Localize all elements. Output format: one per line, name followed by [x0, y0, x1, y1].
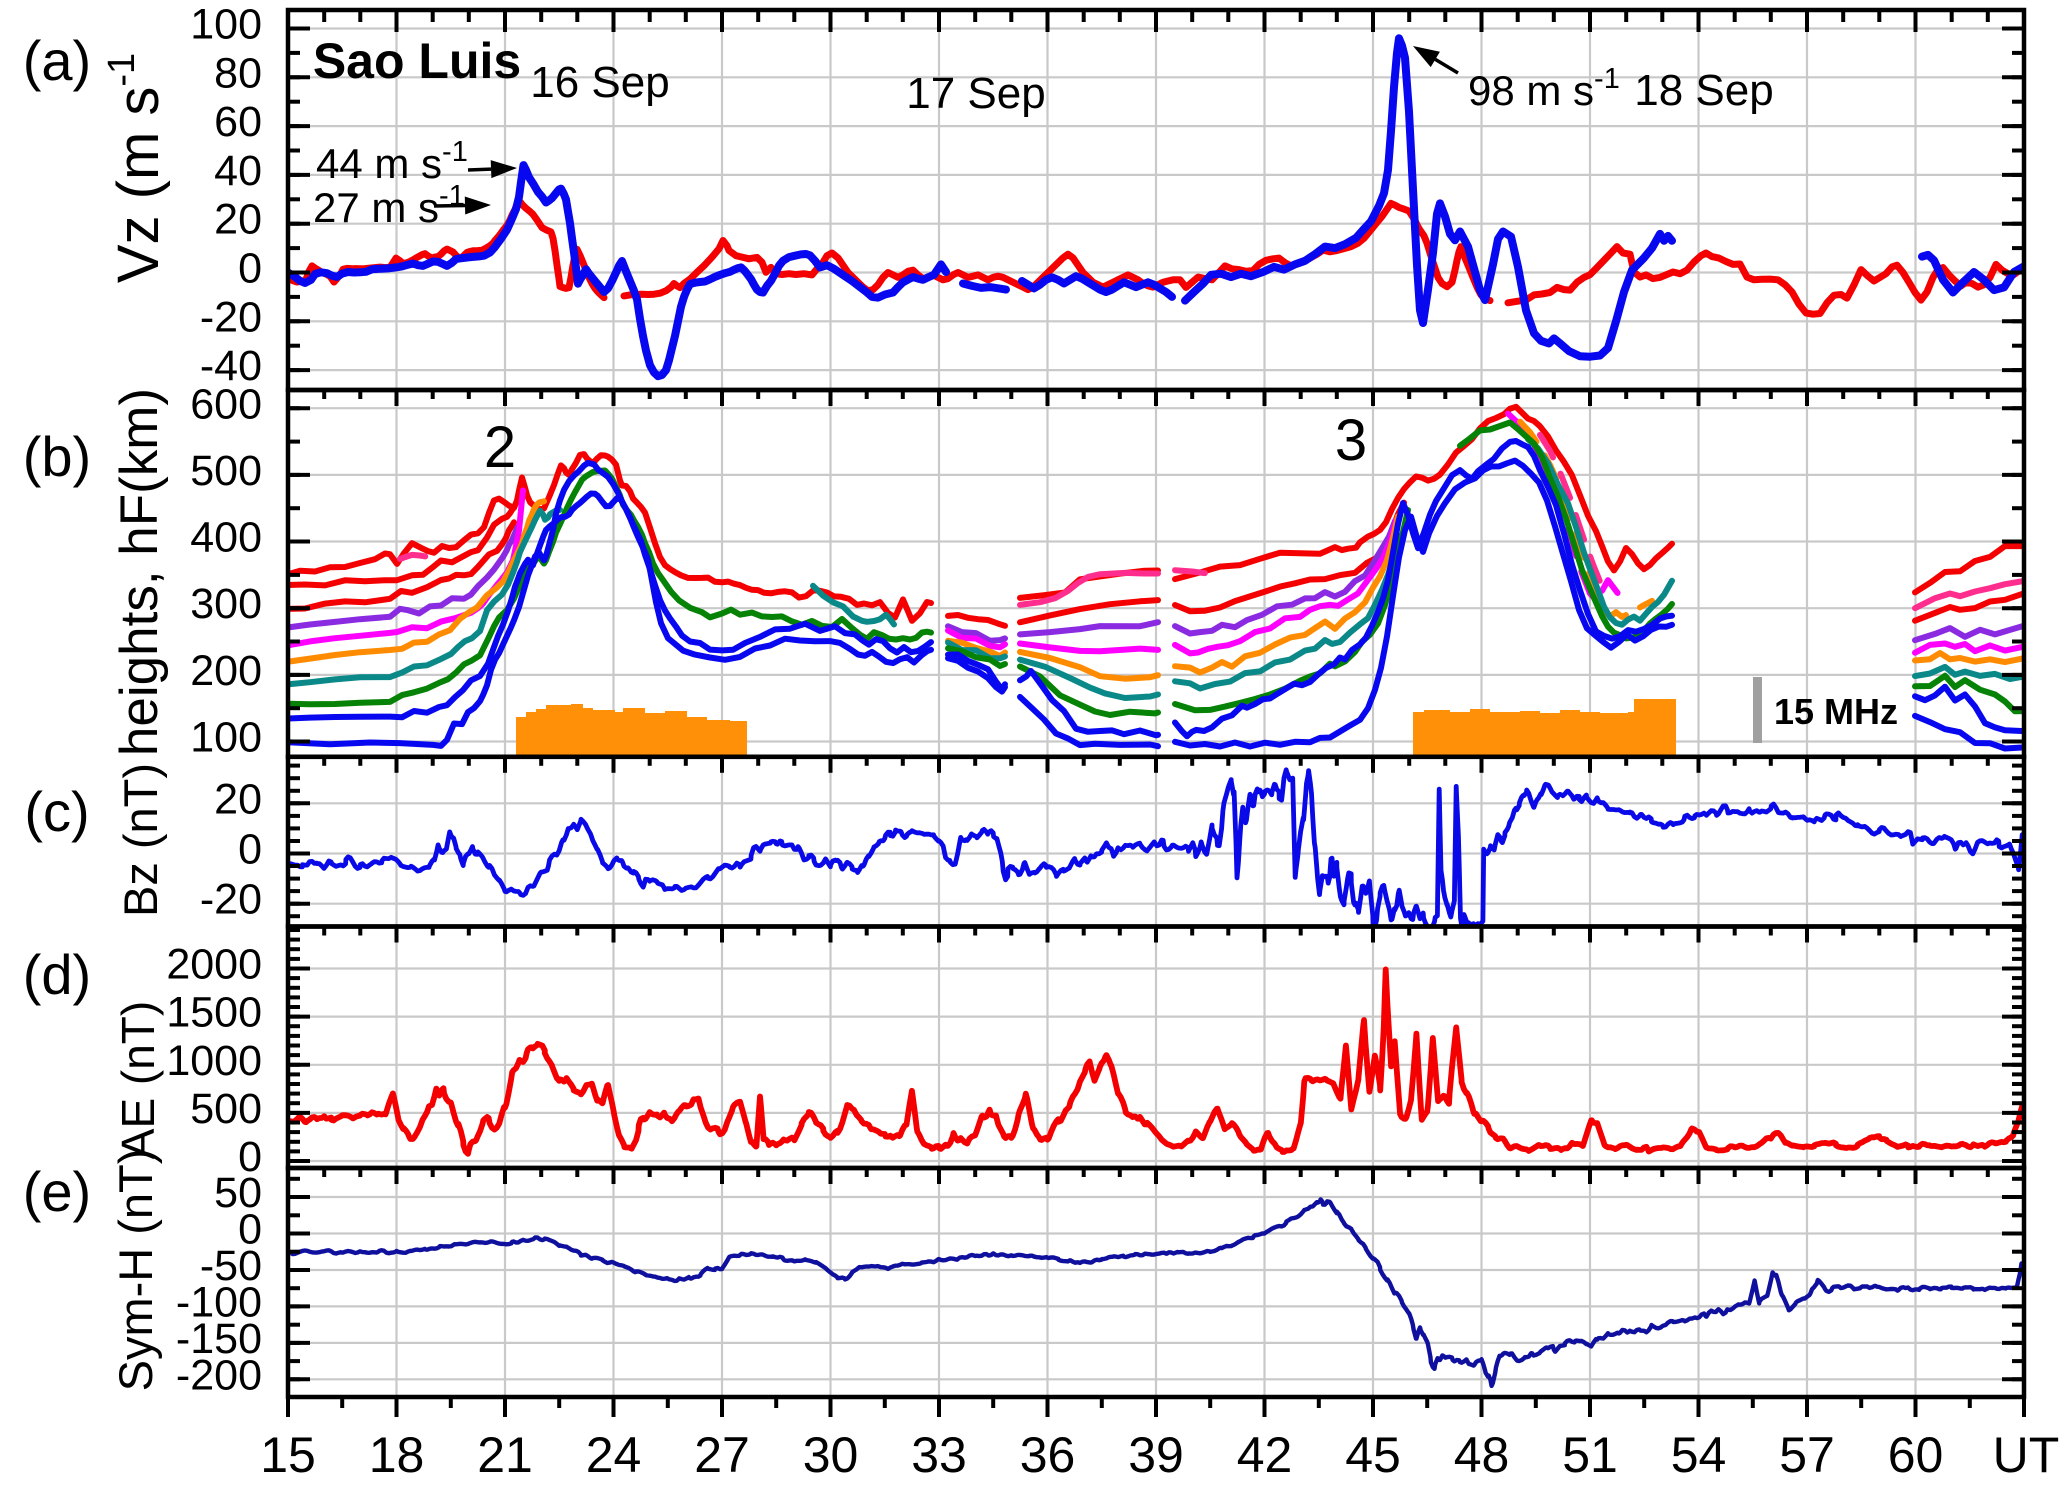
svg-text:60: 60 — [1888, 1427, 1944, 1483]
svg-text:100: 100 — [190, 1, 262, 49]
svg-text:300: 300 — [190, 580, 262, 628]
svg-text:30: 30 — [803, 1427, 859, 1483]
svg-text:80: 80 — [214, 49, 262, 97]
svg-text:Sym-H (nT): Sym-H (nT) — [109, 1149, 162, 1392]
svg-text:(e): (e) — [23, 1160, 91, 1223]
svg-text:Bz (nT): Bz (nT) — [114, 763, 167, 917]
svg-text:51: 51 — [1562, 1427, 1618, 1483]
svg-text:0: 0 — [238, 1206, 262, 1254]
svg-text:-200: -200 — [176, 1351, 262, 1399]
svg-text:17 Sep: 17 Sep — [906, 69, 1045, 118]
svg-text:21: 21 — [477, 1427, 533, 1483]
svg-text:20: 20 — [214, 196, 262, 244]
svg-text:500: 500 — [190, 1085, 262, 1133]
svg-text:42: 42 — [1237, 1427, 1293, 1483]
svg-text:200: 200 — [190, 647, 262, 695]
svg-text:50: 50 — [214, 1169, 262, 1217]
svg-text:1500: 1500 — [166, 989, 262, 1037]
svg-text:(d): (d) — [23, 943, 91, 1006]
svg-text:24: 24 — [586, 1427, 642, 1483]
svg-text:33: 33 — [911, 1427, 967, 1483]
svg-text:UT: UT — [1993, 1427, 2060, 1483]
svg-text:2: 2 — [484, 415, 516, 480]
svg-text:-100: -100 — [176, 1278, 262, 1326]
svg-text:18 Sep: 18 Sep — [1634, 66, 1773, 115]
svg-text:400: 400 — [190, 514, 262, 562]
svg-text:-150: -150 — [176, 1315, 262, 1363]
svg-text:27: 27 — [694, 1427, 750, 1483]
svg-text:-20: -20 — [200, 876, 262, 924]
svg-text:20: 20 — [214, 775, 262, 823]
svg-text:-20: -20 — [200, 293, 262, 341]
svg-text:2000: 2000 — [166, 941, 262, 989]
svg-text:Sao Luis: Sao Luis — [313, 33, 521, 89]
svg-text:(c): (c) — [24, 780, 89, 843]
svg-text:0: 0 — [238, 826, 262, 874]
svg-text:0: 0 — [238, 1133, 262, 1181]
svg-text:45: 45 — [1345, 1427, 1401, 1483]
svg-text:-50: -50 — [200, 1242, 262, 1290]
svg-text:Vz (m s-1: Vz (m s-1 — [101, 53, 171, 283]
svg-text:60: 60 — [214, 98, 262, 146]
svg-text:AE (nT): AE (nT) — [112, 1001, 164, 1159]
svg-text:16 Sep: 16 Sep — [530, 58, 669, 107]
svg-text:(a): (a) — [23, 29, 91, 92]
svg-text:1000: 1000 — [166, 1037, 262, 1085]
svg-text:(b): (b) — [23, 425, 91, 488]
svg-text:54: 54 — [1671, 1427, 1727, 1483]
svg-text:500: 500 — [190, 447, 262, 495]
svg-text:heights, hF(km): heights, hF(km) — [110, 388, 169, 756]
svg-text:48: 48 — [1454, 1427, 1510, 1483]
svg-text:36: 36 — [1020, 1427, 1076, 1483]
svg-text:15 MHz: 15 MHz — [1774, 691, 1898, 732]
svg-text:3: 3 — [1335, 408, 1367, 473]
svg-text:600: 600 — [190, 380, 262, 428]
svg-text:39: 39 — [1128, 1427, 1184, 1483]
svg-text:-40: -40 — [200, 342, 262, 390]
svg-text:100: 100 — [190, 714, 262, 762]
svg-text:15: 15 — [260, 1427, 316, 1483]
svg-text:18: 18 — [369, 1427, 425, 1483]
svg-text:40: 40 — [214, 147, 262, 195]
svg-text:0: 0 — [238, 245, 262, 293]
svg-text:57: 57 — [1779, 1427, 1835, 1483]
